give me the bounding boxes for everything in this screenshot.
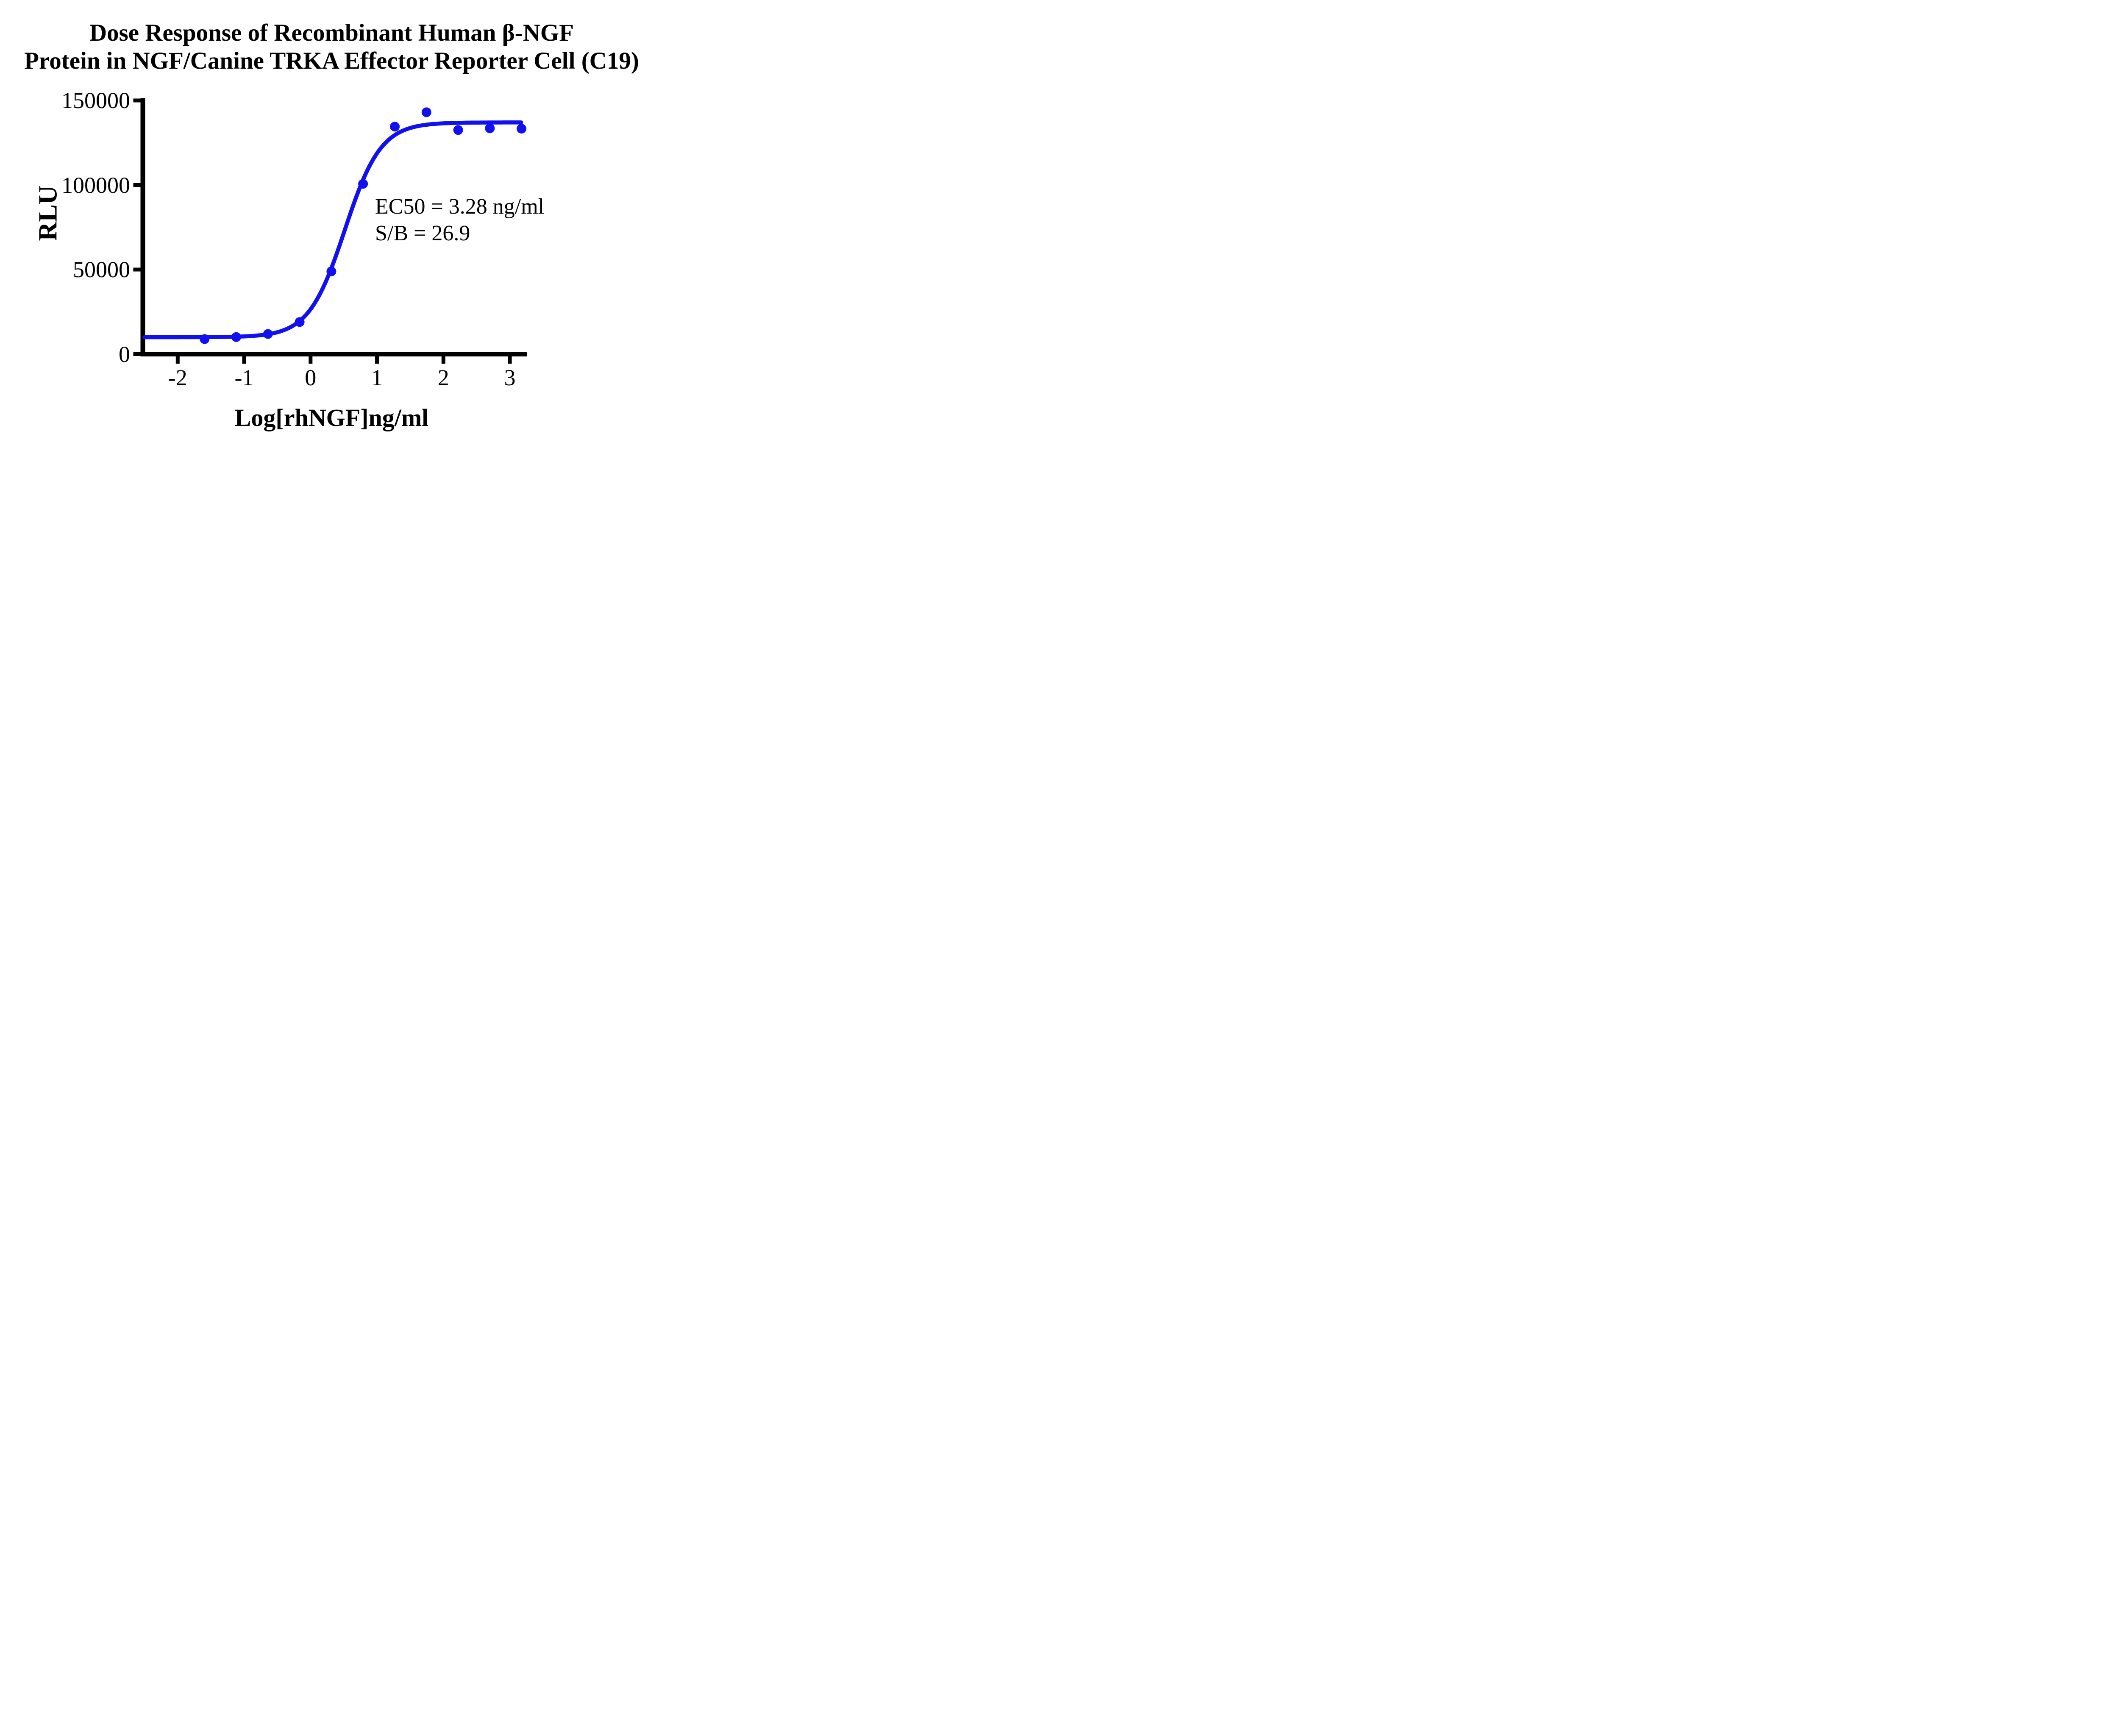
data-point [390,122,400,132]
x-tick-label: 1 [371,365,383,390]
x-tick-label: 0 [305,365,317,390]
chart-title-line1: Dose Response of Recombinant Human β-NGF [89,19,574,46]
y-tick-label: 150000 [61,88,130,113]
fit-annotation: EC50 = 3.28 ng/ml S/B = 26.9 [375,193,544,247]
y-tick-label: 100000 [61,172,130,198]
data-point [453,125,463,135]
y-tick-label: 0 [119,341,130,367]
x-tick-label: -2 [168,365,187,390]
chart-title-line2: Protein in NGF/Canine TRKA Effector Repo… [24,47,639,74]
x-axis-title: Log[rhNGF]ng/ml [234,404,429,431]
y-tick-label: 50000 [73,257,130,282]
data-point [485,123,495,134]
ec50-value: EC50 = 3.28 ng/ml [375,195,545,219]
data-point [326,266,336,276]
data-point [295,317,305,327]
data-point [200,334,210,344]
data-point [421,107,431,117]
chart-title: Dose Response of Recombinant Human β-NGF… [0,19,663,75]
plot-area [133,98,527,364]
x-tick-label: 3 [504,365,516,390]
data-point [517,124,527,134]
x-tick-label: -1 [234,365,254,390]
x-tick-label: 2 [437,365,449,390]
data-point [263,329,273,339]
chart-canvas: Dose Response of Recombinant Human β-NGF… [0,0,663,434]
data-point [231,332,241,342]
data-point [358,179,368,189]
signal-to-background-value: S/B = 26.9 [375,221,470,245]
